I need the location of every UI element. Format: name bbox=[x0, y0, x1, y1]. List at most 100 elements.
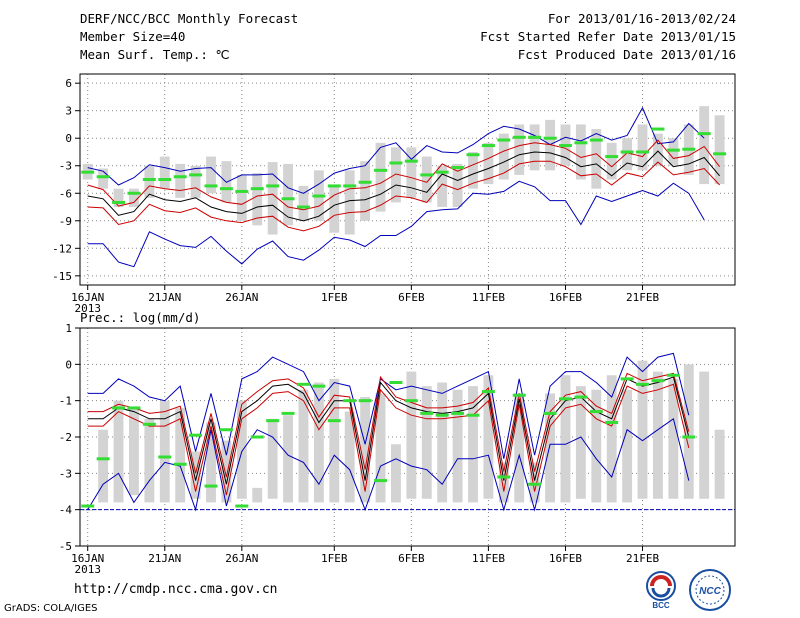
p-box bbox=[391, 444, 401, 503]
p-median-mark bbox=[589, 410, 603, 414]
p-ytick-label: 0 bbox=[65, 358, 72, 371]
p-median-mark bbox=[605, 420, 619, 424]
t-median-mark bbox=[235, 189, 249, 193]
t-box bbox=[421, 156, 432, 203]
t-box bbox=[283, 163, 293, 226]
t-box bbox=[175, 163, 186, 198]
p-median-mark bbox=[435, 413, 449, 417]
member-size: Member Size=40 bbox=[80, 29, 186, 44]
p-median-mark bbox=[636, 382, 650, 386]
p-box bbox=[144, 418, 155, 503]
p-median-mark bbox=[343, 399, 357, 403]
t-box bbox=[514, 124, 525, 175]
t-box bbox=[391, 147, 401, 203]
t-median-mark bbox=[682, 147, 696, 151]
chart-title: DERF/NCC/BCC Monthly Forecast bbox=[80, 11, 299, 26]
t-box bbox=[98, 168, 109, 189]
p-median-mark bbox=[112, 406, 126, 410]
t-mean-line bbox=[87, 150, 720, 222]
p-box bbox=[545, 393, 555, 503]
p-box bbox=[514, 393, 525, 503]
t-mean-plus-sd-line bbox=[87, 139, 720, 211]
t-box bbox=[144, 165, 155, 198]
p-median-mark bbox=[142, 422, 156, 426]
t-median-mark bbox=[435, 170, 449, 174]
t-box bbox=[159, 156, 170, 189]
t-ytick-label: 0 bbox=[65, 132, 72, 145]
p-min-line bbox=[87, 417, 690, 512]
p-median-mark bbox=[620, 377, 634, 381]
p-xtick-label: 16JAN bbox=[71, 552, 104, 565]
p-median-mark bbox=[389, 381, 403, 384]
t-box bbox=[699, 106, 710, 185]
source-url[interactable]: http://cmdp.ncc.cma.gov.cn bbox=[74, 582, 278, 597]
t-frame bbox=[79, 73, 736, 286]
t-xtick-label: 26JAN bbox=[225, 291, 258, 304]
p-box bbox=[206, 422, 216, 503]
precip-panel-title: Prec.: log(mm/d) bbox=[80, 310, 200, 325]
p-median-mark bbox=[96, 457, 110, 461]
p-median-mark bbox=[327, 419, 341, 423]
t-box bbox=[406, 147, 417, 198]
p-median-mark bbox=[312, 384, 326, 388]
p-median-mark bbox=[358, 399, 372, 403]
p-median-mark bbox=[451, 411, 465, 415]
bcc-logo-text: BCC bbox=[652, 601, 670, 610]
t-box bbox=[622, 138, 633, 171]
t-ytick-label: 6 bbox=[65, 77, 72, 90]
t-median-mark bbox=[697, 132, 711, 136]
p-median-mark bbox=[558, 397, 572, 401]
t-box bbox=[529, 124, 540, 171]
p-xtick-label: 21JAN bbox=[148, 552, 181, 565]
p-median-mark bbox=[235, 504, 249, 508]
p-median-mark bbox=[651, 379, 665, 383]
t-median-mark bbox=[327, 184, 341, 188]
p-median-mark bbox=[127, 406, 141, 410]
t-median-mark bbox=[389, 161, 403, 165]
t-box bbox=[113, 188, 124, 208]
p-mean-minus-sd-line bbox=[87, 383, 690, 496]
p-box bbox=[190, 451, 201, 499]
p-box bbox=[653, 371, 663, 499]
t-median-mark bbox=[358, 180, 372, 184]
t-box bbox=[267, 162, 278, 235]
t-median-mark bbox=[481, 144, 495, 148]
t-median-mark bbox=[219, 187, 233, 191]
p-max-line bbox=[87, 352, 690, 459]
t-box bbox=[714, 115, 725, 185]
p-box bbox=[283, 415, 293, 503]
t-mean-minus-sd-line bbox=[87, 160, 720, 232]
t-box bbox=[653, 133, 663, 166]
t-median-mark bbox=[528, 135, 542, 139]
t-box bbox=[452, 163, 463, 208]
t-median-mark bbox=[142, 178, 156, 181]
p-box bbox=[329, 378, 340, 503]
t-median-mark bbox=[420, 173, 434, 177]
p-median-mark bbox=[528, 482, 542, 486]
p-box bbox=[437, 382, 448, 503]
t-median-mark bbox=[96, 175, 110, 179]
t-max-line bbox=[87, 106, 705, 194]
t-median-mark bbox=[281, 197, 295, 201]
t-median-mark bbox=[343, 184, 357, 188]
produced-date: Fcst Produced Date 2013/01/16 bbox=[517, 47, 736, 62]
t-box bbox=[129, 188, 139, 208]
t-median-mark bbox=[605, 155, 619, 159]
p-ytick-label: -1 bbox=[59, 395, 72, 408]
p-box bbox=[468, 386, 478, 503]
p-ytick-label: -2 bbox=[59, 431, 72, 444]
p-ytick-label: -5 bbox=[59, 540, 72, 553]
p-box bbox=[606, 375, 617, 503]
t-box bbox=[236, 174, 247, 221]
p-median-mark bbox=[219, 428, 233, 432]
p-box bbox=[714, 429, 725, 499]
header-left: DERF/NCC/BCC Monthly Forecast Member Size… bbox=[80, 10, 298, 64]
bcc-logo: BCC bbox=[646, 571, 676, 610]
t-box bbox=[606, 142, 617, 180]
p-xtick-label: 26JAN bbox=[225, 552, 258, 565]
p-box bbox=[159, 400, 170, 503]
p-median-mark bbox=[374, 479, 388, 483]
t-xtick-label: 21FEB bbox=[626, 291, 659, 304]
